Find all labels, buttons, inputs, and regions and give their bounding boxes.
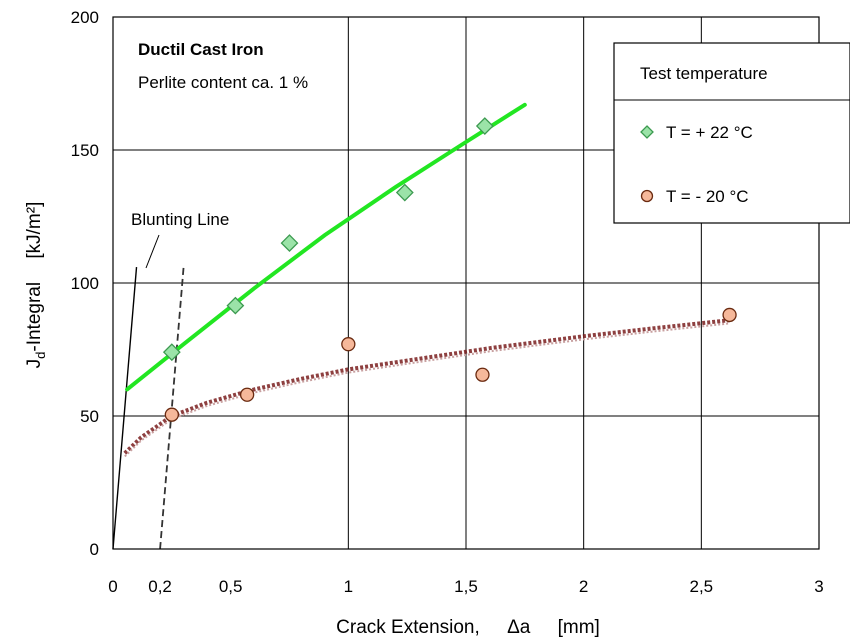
data-point-plus22	[475, 117, 494, 135]
blunting-line-dashed	[159, 266, 185, 550]
x-axis-label: Crack Extension,	[336, 617, 480, 638]
y-axis-subscript: d	[33, 352, 48, 359]
y-tick-label: 200	[71, 8, 99, 27]
y-axis-integral: -Integral	[24, 282, 45, 352]
legend-box	[613, 42, 850, 224]
x-tick-label: 1	[344, 577, 353, 596]
x-tick-label: 2,5	[690, 577, 714, 596]
legend-label: T = - 20 °C	[666, 187, 749, 206]
x-tick-label: 3	[814, 577, 823, 596]
data-point-plus22	[280, 234, 299, 253]
legend-marker-diamond	[640, 125, 654, 139]
x-tick-label: 2	[579, 577, 588, 596]
data-point-plus22	[395, 183, 414, 202]
blunting-line-label: Blunting Line	[131, 210, 229, 229]
x-axis-unit: [mm]	[558, 617, 600, 638]
x-tick-label: 0	[108, 577, 117, 596]
data-point-minus20	[164, 407, 179, 422]
x-tick-label: 0,5	[219, 577, 243, 596]
material-annotation: Ductil Cast Iron	[138, 40, 264, 59]
legend-marker-circle	[640, 189, 654, 203]
blunting-line-solid	[112, 266, 138, 550]
series-layer	[112, 102, 737, 550]
data-point-minus20	[239, 387, 255, 402]
y-axis-j: J	[24, 359, 45, 369]
legend-label: T = + 22 °C	[666, 123, 753, 142]
y-tick-label: 150	[71, 141, 99, 160]
y-tick-labels: 0 50 100 150 200	[71, 8, 99, 559]
fit-curve-plus22	[125, 102, 527, 392]
plot-frame	[112, 16, 820, 550]
y-tick-label: 0	[90, 540, 99, 559]
legend-title: Test temperature	[640, 64, 768, 83]
data-point-minus20	[475, 367, 490, 382]
data-point-minus20	[341, 337, 356, 352]
data-point-minus20	[722, 307, 737, 323]
legend-entries: T = + 22 °C T = - 20 °C	[640, 123, 753, 206]
data-point-plus22	[162, 343, 181, 362]
perlite-annotation: Perlite content ca. 1 %	[138, 73, 308, 92]
y-axis-unit: [kJ/m²]	[24, 202, 45, 259]
y-tick-label: 100	[71, 274, 99, 293]
x-axis-title: Crack Extension, Δa [mm]	[336, 617, 600, 638]
x-tick-labels: 0 0,2 0,5 1 1,5 2 2,5 3	[108, 577, 823, 596]
x-tick-label: 1,5	[454, 577, 478, 596]
fit-curve-minus20	[123, 318, 730, 455]
fit-curve-minus20-shade	[124, 322, 730, 458]
blunting-label-pointer	[145, 234, 160, 269]
y-tick-label: 50	[80, 407, 99, 426]
x-tick-label: 0,2	[148, 577, 172, 596]
data-point-plus22	[226, 296, 245, 315]
x-axis-symbol: Δa	[507, 617, 531, 638]
legend: Test temperature T = + 22 °C T = - 20 °C	[613, 42, 850, 224]
y-axis-title: Jd-Integral [kJ/m²]	[24, 202, 48, 369]
